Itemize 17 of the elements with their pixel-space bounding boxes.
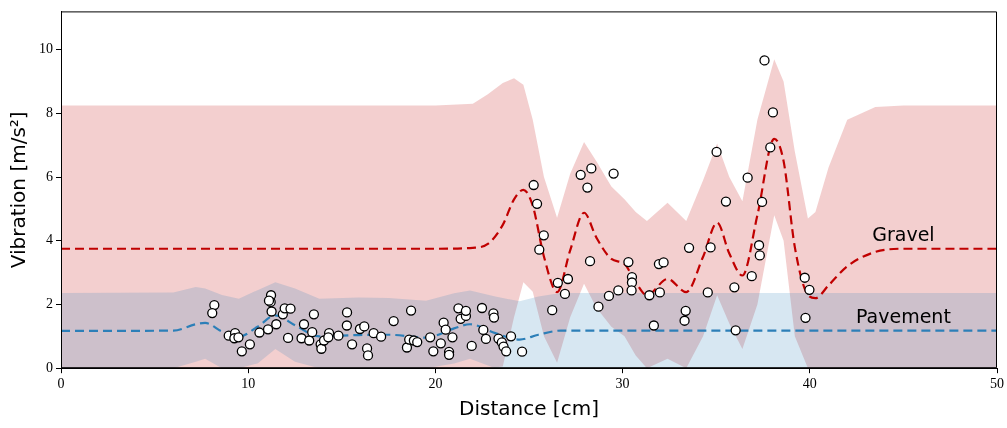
y-tick-label: 8 [46, 105, 53, 121]
y-tick-label: 4 [46, 232, 53, 248]
series-label: Pavement [855, 304, 951, 327]
x-tick-label: 20 [428, 376, 443, 392]
y-tick-label: 10 [39, 41, 53, 57]
x-tick-label: 50 [990, 376, 1004, 392]
y-tick-label: 0 [46, 359, 53, 375]
series-label: Gravel [872, 222, 935, 245]
line-series [61, 137, 997, 300]
x-tick-label: 0 [57, 376, 65, 392]
x-axis-title: Distance [cm] [459, 396, 599, 421]
x-tick-label: 30 [615, 376, 630, 392]
x-tick-label: 40 [802, 376, 817, 392]
y-tick-label: 2 [46, 296, 53, 312]
x-tick-label: 10 [241, 376, 256, 392]
y-axis-title: Vibration [m/s²] [6, 111, 31, 269]
y-tick-label: 6 [46, 168, 53, 184]
